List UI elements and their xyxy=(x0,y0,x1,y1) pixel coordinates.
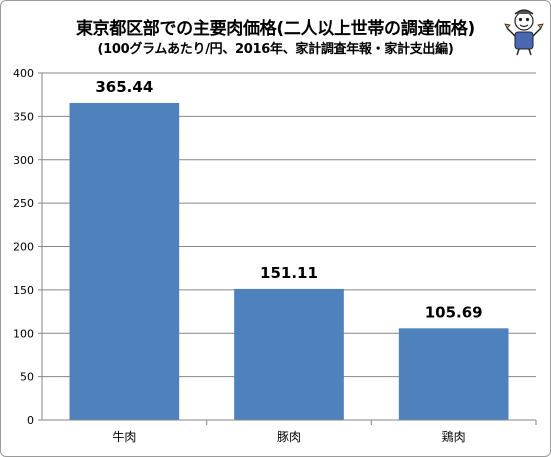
y-tick-label: 400 xyxy=(13,67,34,80)
data-label: 151.11 xyxy=(260,264,318,282)
x-category-label: 豚肉 xyxy=(277,430,301,444)
chart-subtitle: (100グラムあたり/円、2016年、家計調査年報・家計支出編) xyxy=(97,42,454,57)
chart-title: 東京都区部での主要肉価格(二人以上世帯の調達価格) xyxy=(75,19,476,39)
data-label: 105.69 xyxy=(425,303,483,321)
y-tick-label: 0 xyxy=(27,414,34,427)
data-label: 365.44 xyxy=(95,78,153,96)
y-tick-label: 250 xyxy=(13,197,34,210)
y-tick-label: 50 xyxy=(20,371,34,384)
x-category-label: 鶏肉 xyxy=(442,430,466,444)
bar-2 xyxy=(234,288,344,420)
y-tick-label: 300 xyxy=(13,154,34,167)
bar-1 xyxy=(69,102,180,420)
x-category-label: 牛肉 xyxy=(112,429,136,444)
y-tick-label: 350 xyxy=(13,110,34,123)
y-tick-label: 100 xyxy=(13,327,34,340)
bar-3 xyxy=(398,328,509,420)
y-tick-label: 150 xyxy=(13,284,34,297)
y-tick-label: 200 xyxy=(13,241,34,254)
mascot-character-icon xyxy=(504,9,544,56)
